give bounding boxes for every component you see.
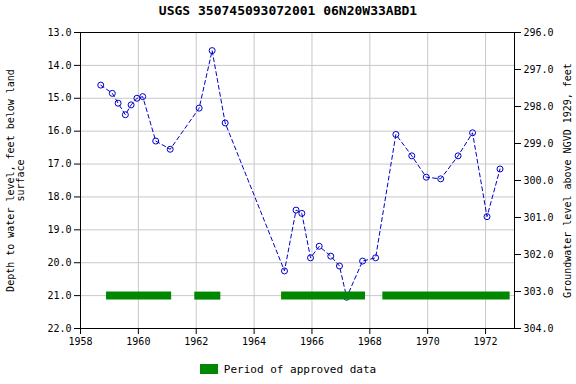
svg-text:13.0: 13.0 (47, 27, 71, 38)
svg-text:297.0: 297.0 (524, 64, 554, 75)
svg-text:304.0: 304.0 (524, 323, 554, 334)
svg-text:19.0: 19.0 (47, 224, 71, 235)
svg-text:1964: 1964 (242, 336, 266, 347)
svg-text:302.0: 302.0 (524, 249, 554, 260)
svg-text:300.0: 300.0 (524, 175, 554, 186)
svg-text:22.0: 22.0 (47, 323, 71, 334)
svg-text:1970: 1970 (416, 336, 440, 347)
svg-text:296.0: 296.0 (524, 27, 554, 38)
svg-text:18.0: 18.0 (47, 191, 71, 202)
svg-text:298.0: 298.0 (524, 101, 554, 112)
svg-text:1966: 1966 (300, 336, 324, 347)
svg-text:20.0: 20.0 (47, 257, 71, 268)
svg-text:21.0: 21.0 (47, 290, 71, 301)
html-text:Period of approved data: Period of approved data (223, 362, 377, 376)
svg-text:14.0: 14.0 (47, 60, 71, 71)
svg-text:1958: 1958 (68, 336, 92, 347)
svg-text:303.0: 303.0 (524, 286, 554, 297)
svg-text:301.0: 301.0 (524, 212, 554, 223)
svg-text:Depth to water level, feet bel: Depth to water level, feet below landsur… (5, 69, 26, 292)
svg-text:Groundwater level above NGVD 1: Groundwater level above NGVD 1929, feet (562, 63, 573, 298)
svg-text:1960: 1960 (126, 336, 150, 347)
svg-text:17.0: 17.0 (47, 158, 71, 169)
svg-text:299.0: 299.0 (524, 138, 554, 149)
svg-text:15.0: 15.0 (47, 92, 71, 103)
svg-text:1962: 1962 (184, 336, 208, 347)
svg-text:1968: 1968 (358, 336, 382, 347)
html-text:USGS 350745093072001 06N20W33A: USGS 350745093072001 06N20W33ABD1 (158, 3, 418, 18)
svg-text:1972: 1972 (474, 336, 498, 347)
svg-text:16.0: 16.0 (47, 125, 71, 136)
